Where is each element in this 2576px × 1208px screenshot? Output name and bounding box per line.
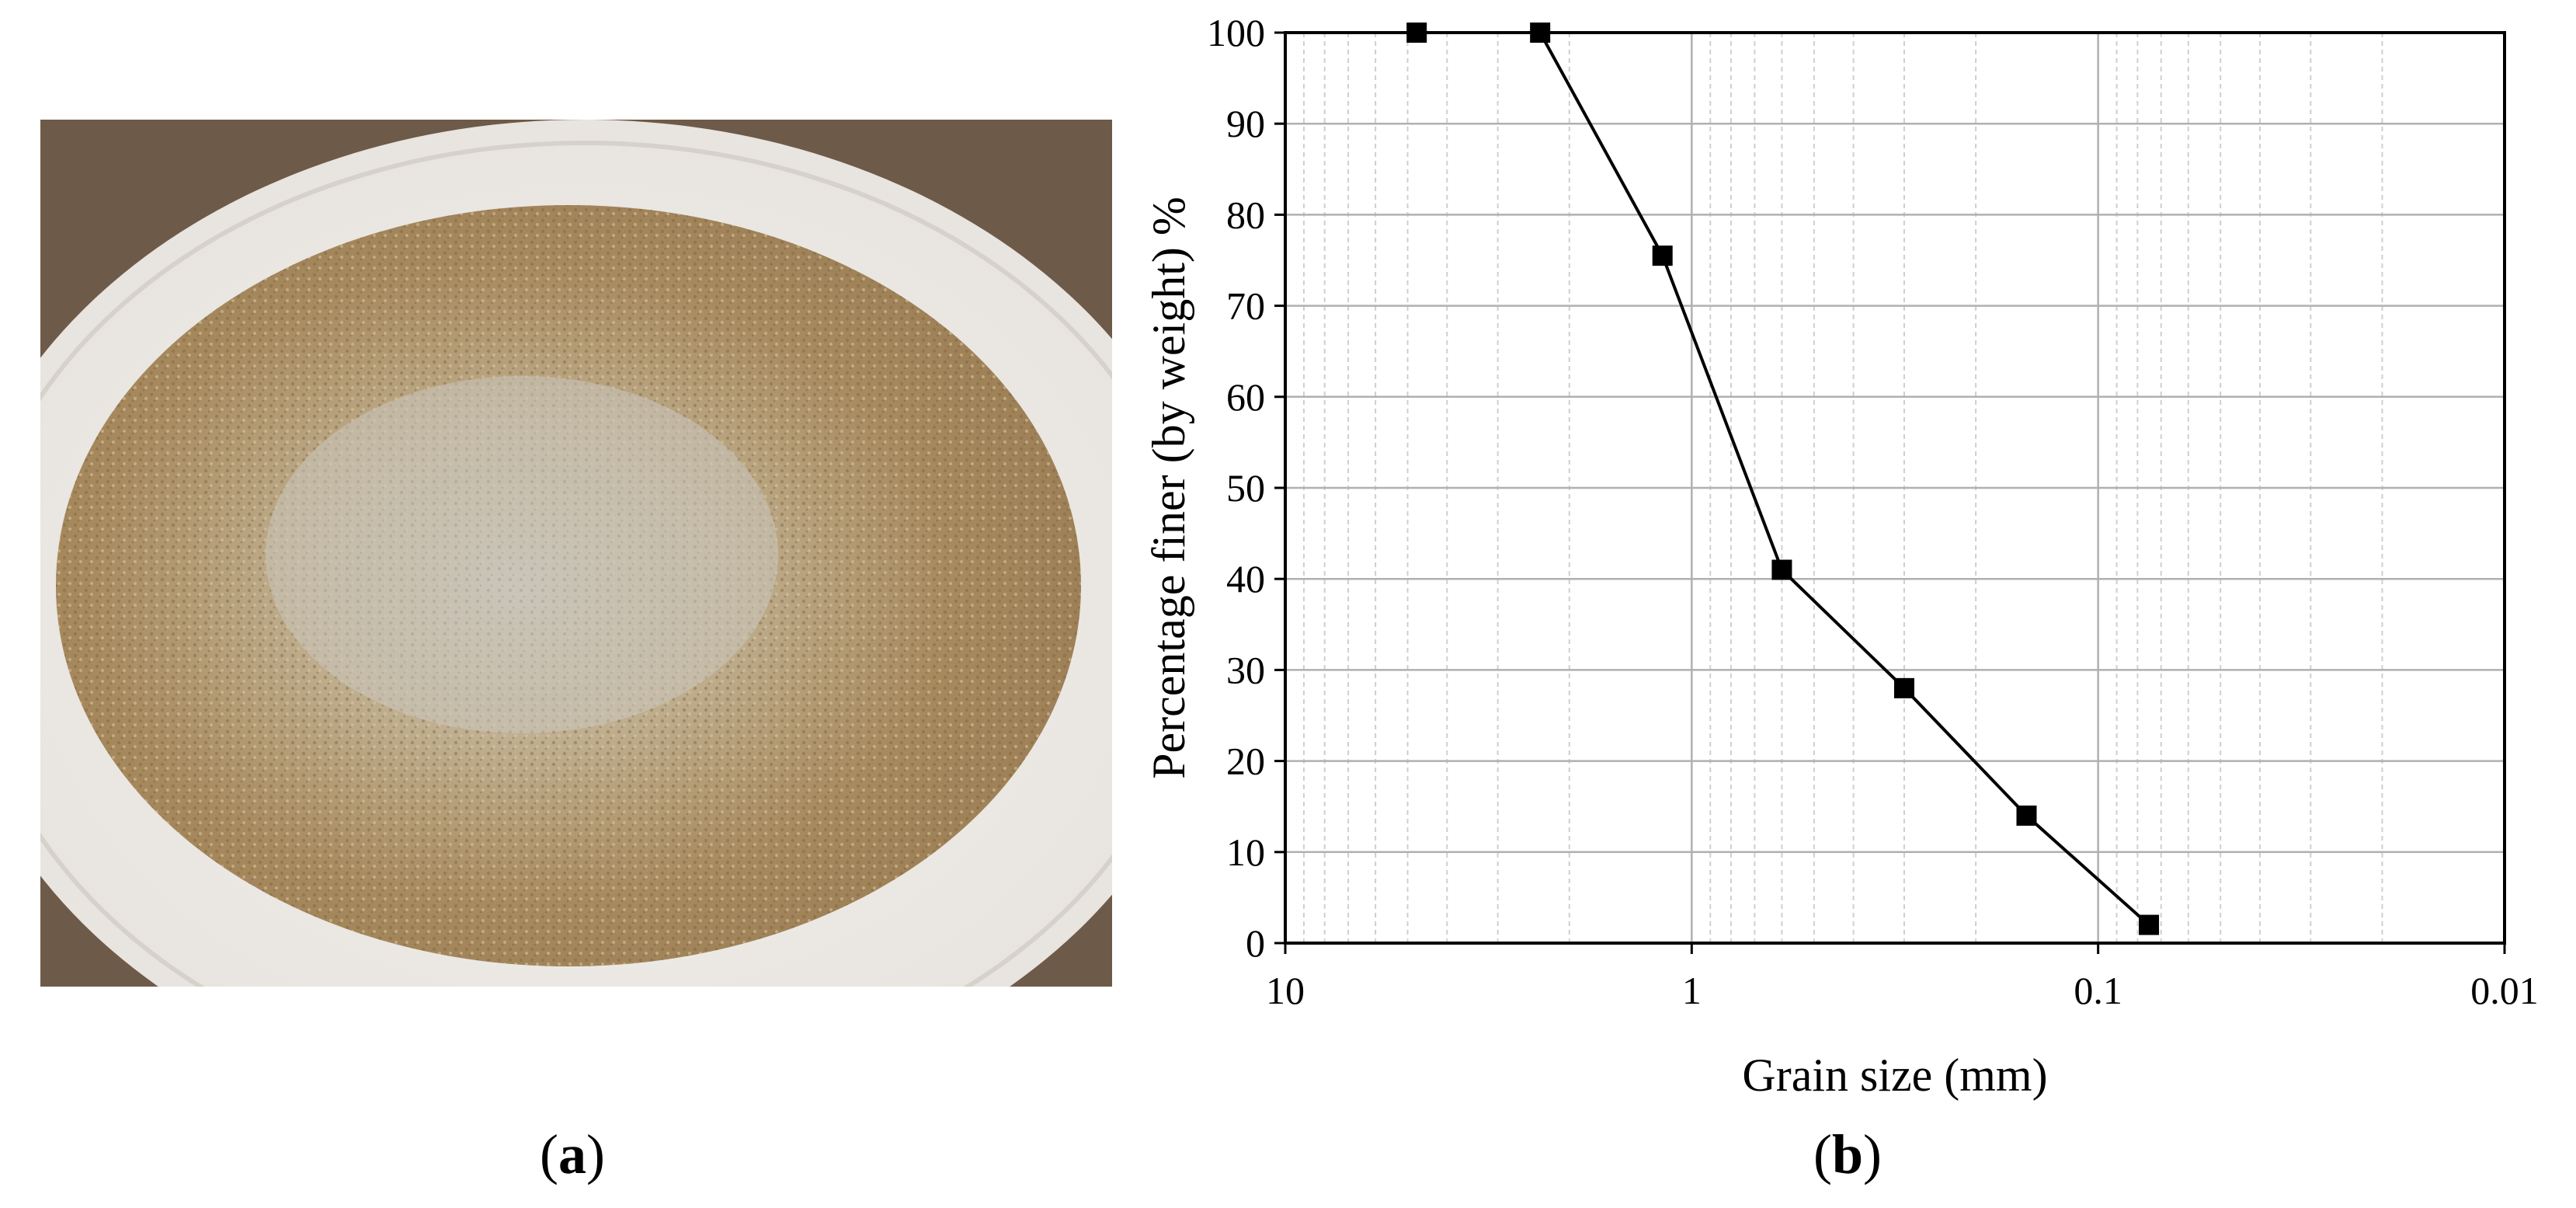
y-tick-label: 50 (1226, 466, 1265, 510)
caption-b-open: ( (1813, 1123, 1832, 1185)
data-point (2139, 914, 2160, 935)
y-tick-label: 60 (1226, 375, 1265, 419)
caption-a-letter: a (558, 1123, 586, 1185)
data-point (1406, 23, 1427, 43)
y-tick-label: 30 (1226, 648, 1265, 691)
x-tick-label: 10 (1266, 969, 1305, 1012)
y-tick-label: 0 (1246, 921, 1265, 965)
y-tick-label: 90 (1226, 102, 1265, 145)
data-point (1771, 559, 1792, 580)
x-axis-label: Grain size (mm) (1742, 1050, 2047, 1101)
data-point (1893, 677, 1914, 698)
y-tick-label: 70 (1226, 284, 1265, 328)
x-tick-label: 0.01 (2470, 969, 2539, 1012)
y-tick-label: 10 (1226, 830, 1265, 874)
grain-size-chart: 0 10 20 30 40 50 60 70 80 90 100 10 1 0.1 0.01 Grain si… (1118, 0, 2576, 1208)
caption-b-letter: b (1831, 1123, 1864, 1185)
x-tick-label: 0.1 (2074, 969, 2122, 1012)
y-tick-label: 80 (1226, 193, 1265, 236)
x-tick-label: 1 (1682, 969, 1702, 1012)
data-point (1652, 245, 1673, 266)
data-point (2016, 805, 2037, 826)
y-tick-label: 40 (1226, 557, 1265, 601)
sand-photo (40, 120, 1112, 987)
panel-a-caption: (a) (540, 1123, 605, 1187)
y-axis-label: Percentage finer (by weight) % (1143, 197, 1194, 779)
series-line (1417, 31, 2150, 927)
caption-b-close: ) (1863, 1123, 1882, 1185)
sand-photo-image (40, 120, 1112, 987)
panel-b-caption: (b) (1813, 1123, 1882, 1187)
y-tick-label: 20 (1226, 740, 1265, 783)
caption-a-open: ( (540, 1123, 558, 1185)
data-point (1530, 23, 1551, 43)
caption-a-close: ) (586, 1123, 605, 1185)
y-tick-label: 100 (1207, 11, 1265, 54)
